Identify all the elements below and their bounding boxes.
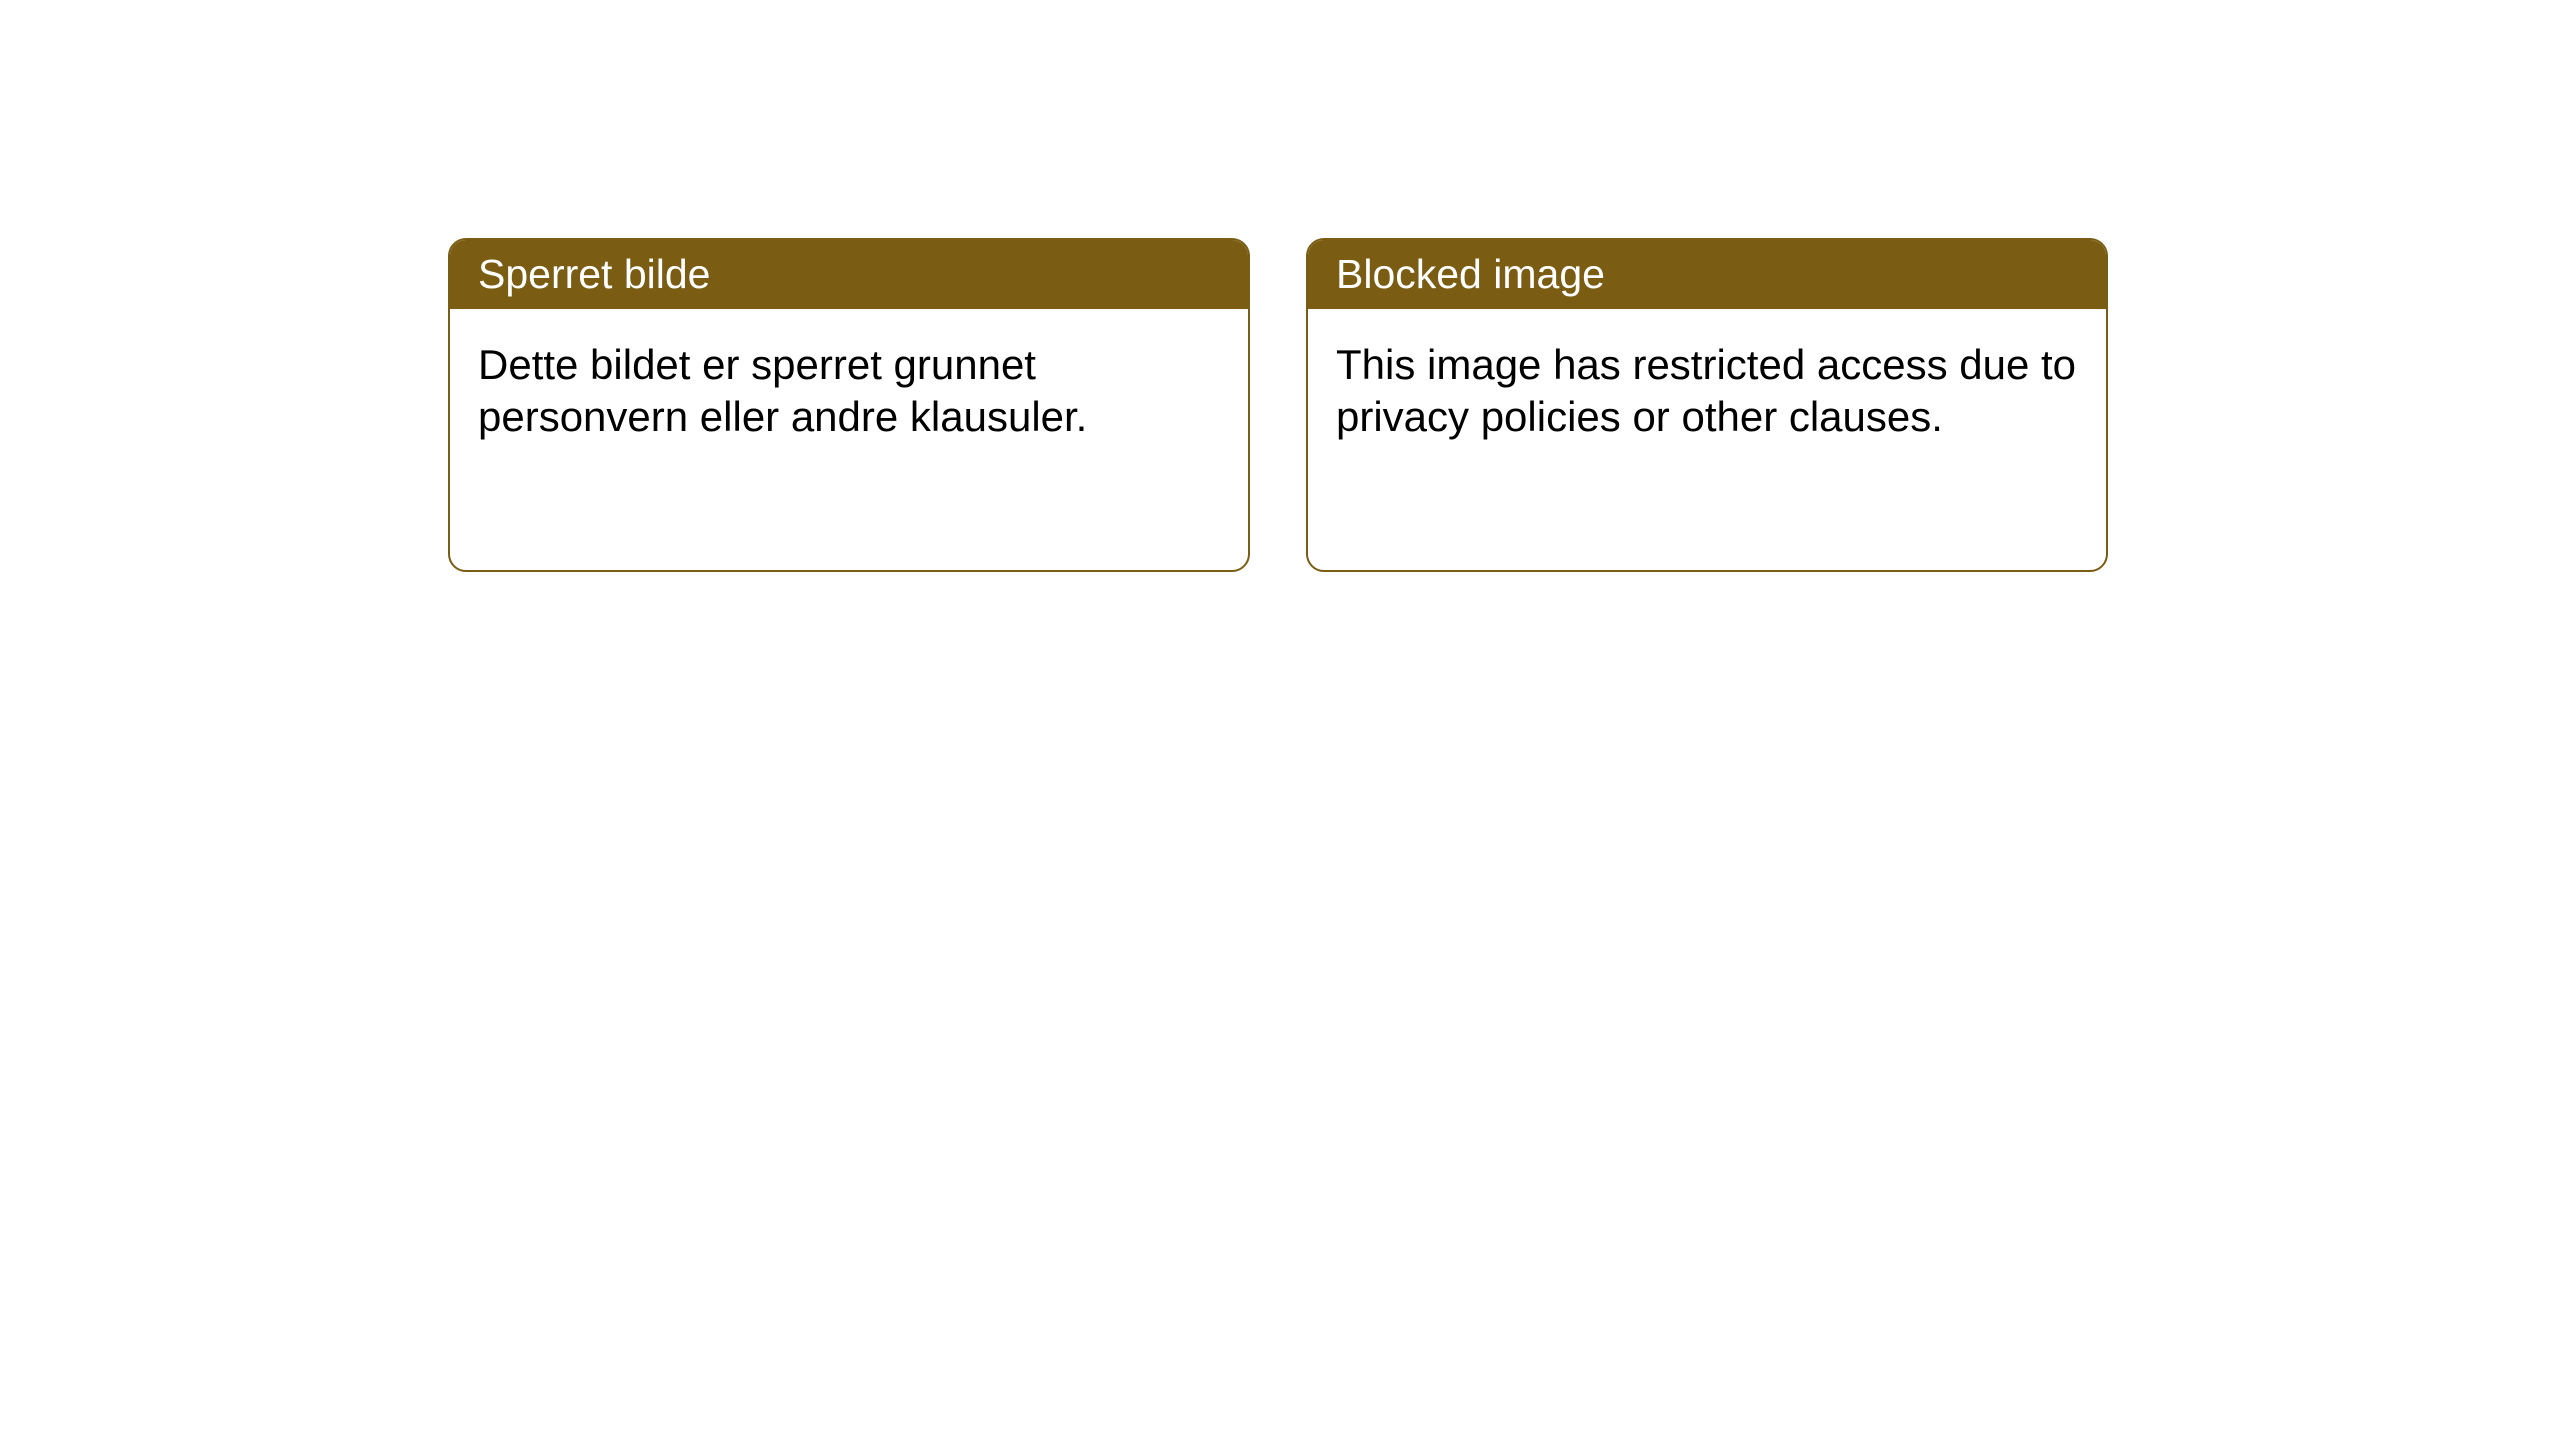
card-title: Blocked image [1336,251,1605,297]
notice-cards-container: Sperret bilde Dette bildet er sperret gr… [448,238,2108,572]
card-message: This image has restricted access due to … [1336,341,2076,440]
card-header: Sperret bilde [450,240,1248,309]
card-title: Sperret bilde [478,251,710,297]
notice-card-norwegian: Sperret bilde Dette bildet er sperret gr… [448,238,1250,572]
card-body: This image has restricted access due to … [1308,309,2106,570]
card-message: Dette bildet er sperret grunnet personve… [478,341,1087,440]
card-header: Blocked image [1308,240,2106,309]
notice-card-english: Blocked image This image has restricted … [1306,238,2108,572]
card-body: Dette bildet er sperret grunnet personve… [450,309,1248,570]
